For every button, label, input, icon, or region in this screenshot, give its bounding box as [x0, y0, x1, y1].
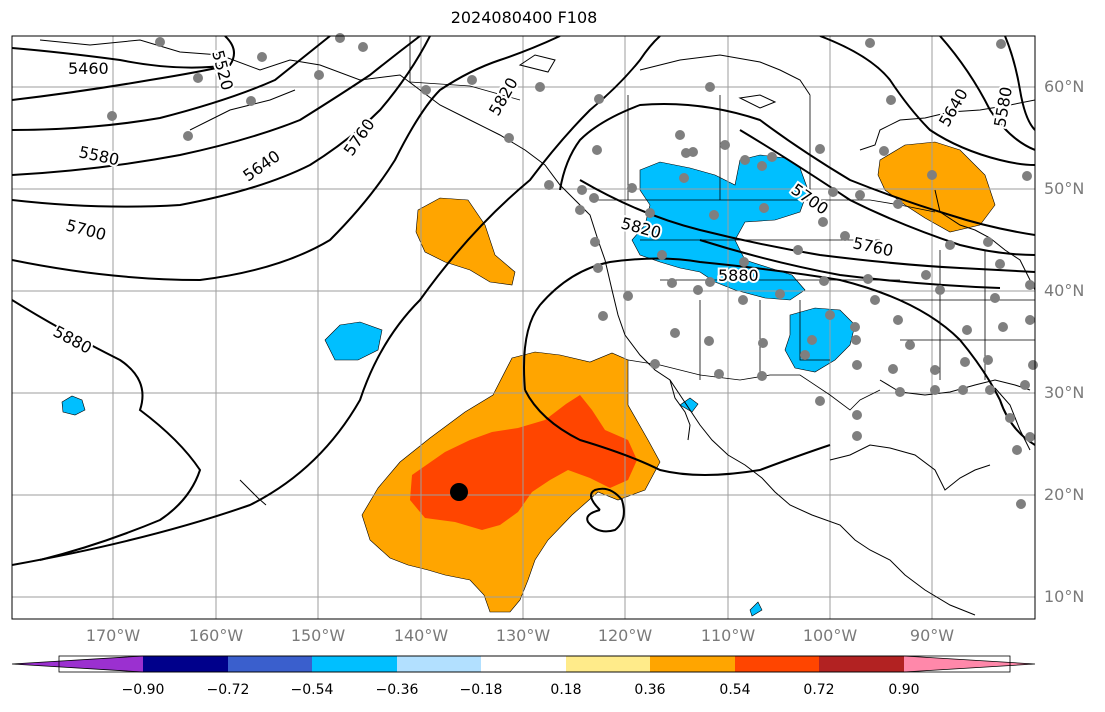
colorbar-segment [397, 656, 481, 672]
contour-label: 5880 [718, 266, 759, 285]
lon-label-150w: 150°W [290, 626, 346, 645]
lon-label-100w: 100°W [802, 626, 858, 645]
lon-label-170w: 170°W [85, 626, 141, 645]
lon-label-130w: 130°W [495, 626, 551, 645]
colorbar-segment [735, 656, 819, 672]
colorbar-segment [650, 656, 735, 672]
colorbar-tick-label: −0.90 [121, 682, 165, 698]
height-contours [12, 36, 1035, 566]
lat-label-60n: 60°N [1044, 77, 1085, 96]
map-canvas: 5460 5520 5580 5640 5700 5760 5820 5880 … [11, 33, 1038, 620]
map-frame [11, 35, 1036, 620]
colorbar-segments [11, 655, 1036, 673]
lon-label-160w: 160°W [188, 626, 244, 645]
colorbar-segment [481, 656, 566, 672]
colorbar-segment [312, 656, 397, 672]
lon-label-140w: 140°W [393, 626, 449, 645]
colorbar-tick-label: −0.72 [206, 682, 250, 698]
lon-label-120w: 120°W [597, 626, 653, 645]
colorbar-extend-low [12, 656, 143, 672]
colorbar-tick-label: 0.72 [803, 682, 835, 698]
colorbar-segment [819, 656, 904, 672]
colorbar-tick-label: −0.54 [290, 682, 334, 698]
storm-center-marker [450, 483, 468, 501]
colorbar-tick-label: −0.18 [459, 682, 503, 698]
lat-label-50n: 50°N [1044, 179, 1085, 198]
colorbar [11, 655, 1036, 673]
colorbar-frame [58, 655, 1011, 673]
colorbar-tick-label: 0.90 [888, 682, 920, 698]
colorbar-segment [566, 656, 650, 672]
warm-anomaly-hudson [877, 141, 996, 233]
cold-anomaly-west-us [61, 154, 856, 617]
map-title: 2024080400 F108 [450, 8, 598, 27]
lon-label-110w: 110°W [700, 626, 756, 645]
lat-label-10n: 10°N [1044, 587, 1085, 606]
lat-label-20n: 20°N [1044, 485, 1085, 504]
lon-label-90w: 90°W [909, 626, 955, 645]
lat-label-30n: 30°N [1044, 383, 1085, 402]
colorbar-tick-label: −0.36 [375, 682, 419, 698]
lat-label-40n: 40°N [1044, 281, 1085, 300]
colorbar-tick-label: 0.18 [550, 682, 582, 698]
colorbar-extend-high [904, 656, 1035, 672]
colorbar-tick-label: 0.54 [719, 682, 751, 698]
lat-lon-grid [12, 36, 1035, 619]
station-markers [107, 33, 1038, 509]
colorbar-segment [143, 656, 228, 672]
colorbar-segment [228, 656, 312, 672]
contour-label: 5460 [68, 59, 109, 78]
colorbar-tick-label: 0.36 [634, 682, 666, 698]
